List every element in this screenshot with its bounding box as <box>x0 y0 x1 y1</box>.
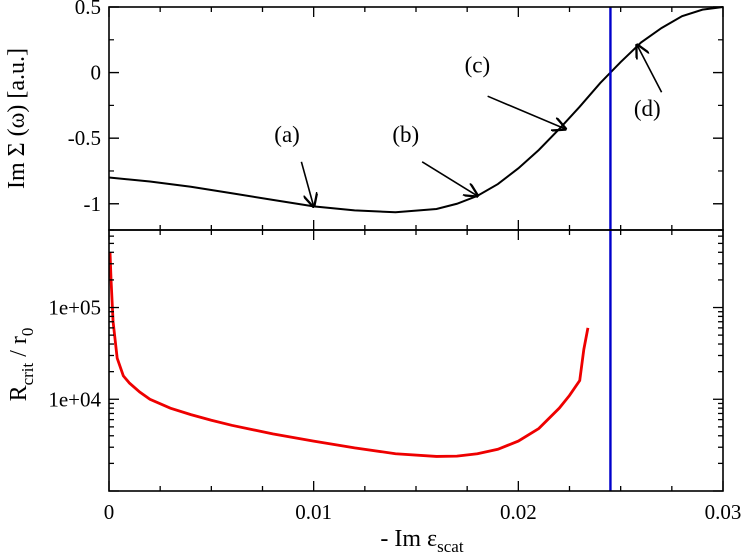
top-plot-frame <box>108 6 724 231</box>
bottom-ylabel-sub: crit <box>18 362 37 385</box>
top-ytick-label: 0 <box>91 61 102 85</box>
xtick-label: 0 <box>104 500 115 524</box>
top-ytick-label: -1 <box>84 192 102 216</box>
xlabel: - Im εscat <box>380 526 463 556</box>
top-ytick-label: -0.5 <box>68 126 101 150</box>
top-ytick-label: 0.5 <box>75 0 101 19</box>
r-crit-curve <box>108 252 590 458</box>
bottom-ylabel-sub2: 0 <box>18 328 37 337</box>
annotation-arrow <box>637 45 663 93</box>
annotation-arrow <box>421 161 477 196</box>
shared-axis-elements: 0 0.01 0.02 0.03 - Im εscat <box>104 6 742 556</box>
xlabel-sub: scat <box>437 537 464 556</box>
annotation-label: (a) <box>274 122 300 147</box>
annotation-label: (c) <box>465 53 491 78</box>
xtick-label: 0.01 <box>295 500 332 524</box>
top-panel: 0.5 0 -0.5 -1 (a) (b) (c) (d) Im Σ (ω) [a.u.] <box>4 0 724 216</box>
annotation-label: (d) <box>634 96 661 121</box>
annotation-arrow <box>487 95 566 129</box>
bottom-panel: 1e+05 1e+04 Rcrit / r0 <box>6 229 723 492</box>
im-sigma-curve <box>108 6 724 214</box>
bottom-ylabel: Rcrit / r0 <box>6 328 37 402</box>
bottom-ylabel-mid: / r <box>6 336 32 363</box>
bottom-plot-frame <box>108 229 724 492</box>
xtick-label: 0.02 <box>500 500 537 524</box>
top-ylabel: Im Σ (ω) [a.u.] <box>4 48 30 189</box>
xtick-label: 0.03 <box>705 500 742 524</box>
bottom-ytick-label: 1e+04 <box>48 387 101 411</box>
xlabel-main: - Im ε <box>380 526 437 552</box>
bottom-ytick-label: 1e+05 <box>48 296 101 320</box>
annotation-label: (b) <box>392 122 419 147</box>
bottom-ylabel-main: R <box>6 385 32 401</box>
annotation-arrow <box>300 161 313 207</box>
